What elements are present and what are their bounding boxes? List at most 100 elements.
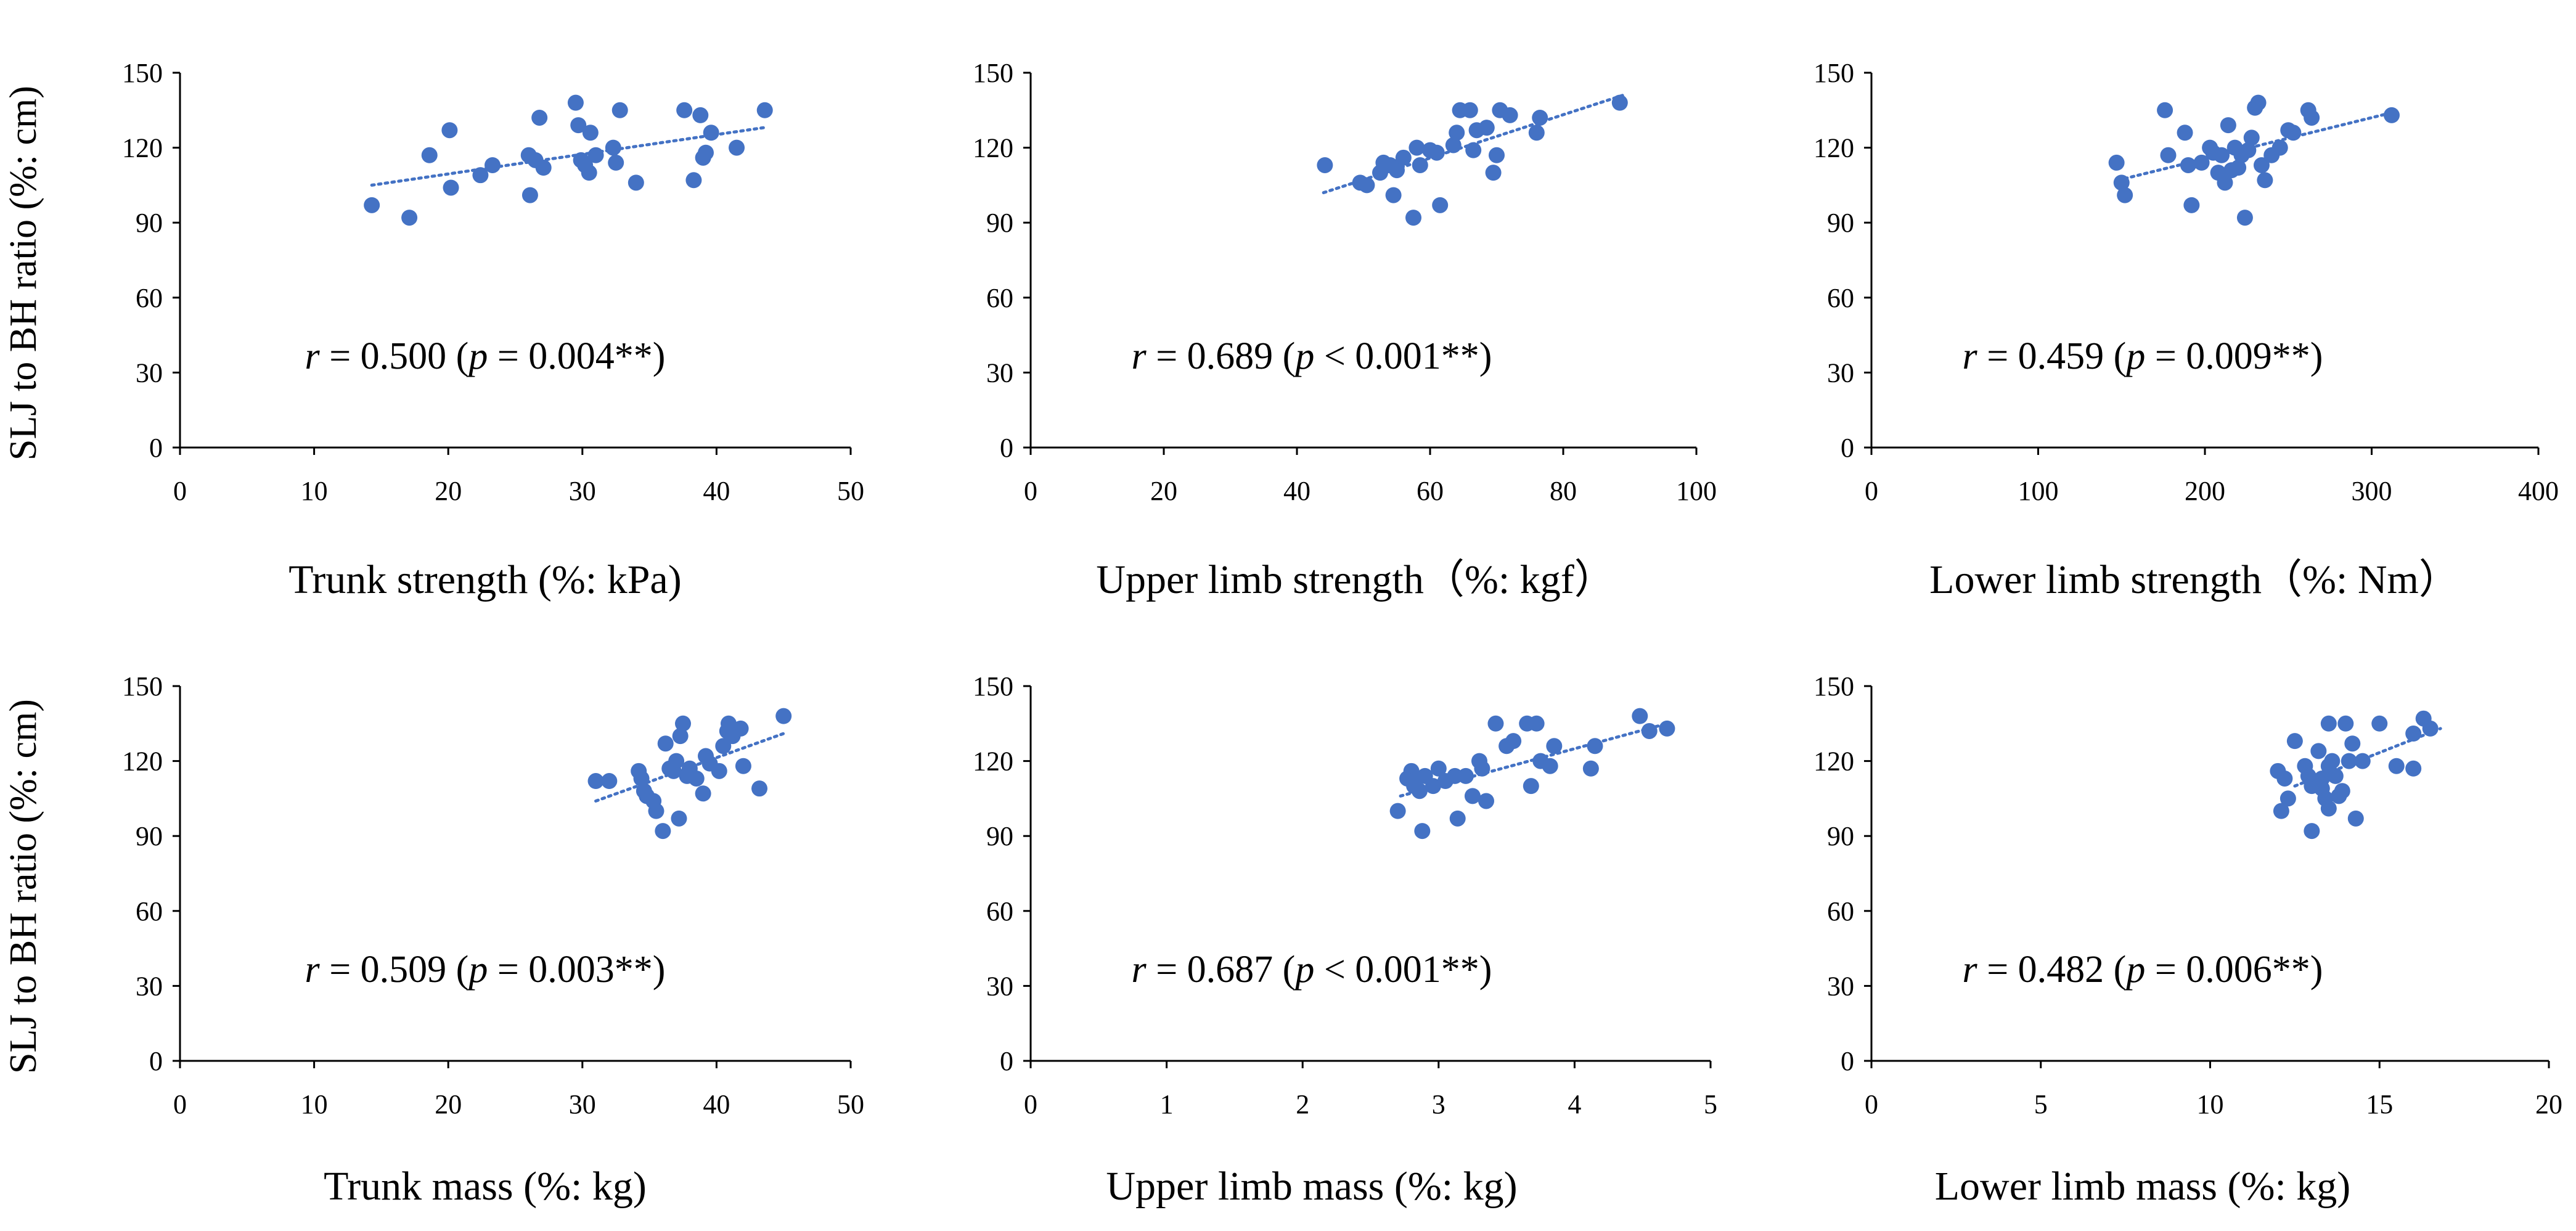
- data-point: [1632, 708, 1648, 724]
- data-point: [1465, 142, 1482, 158]
- x-tick-label: 30: [569, 1089, 596, 1119]
- data-point: [2337, 715, 2354, 732]
- panel-xlabel: Upper limb mass (%: kg): [1106, 1164, 1517, 1209]
- data-point: [2276, 770, 2293, 787]
- panel-lower-limb-strength: 0 30 60 90 120 150 0 100 200 300 400 Lower limb st…: [1813, 58, 2559, 602]
- x-tick-label: 0: [173, 476, 187, 506]
- data-point: [1478, 120, 1495, 136]
- panel-xlabel: Trunk mass (%: kg): [324, 1164, 647, 1209]
- data-point: [2160, 147, 2177, 163]
- data-point: [2304, 109, 2320, 126]
- x-tick-label: 10: [301, 1089, 328, 1119]
- data-point: [735, 758, 751, 774]
- data-point: [668, 753, 685, 769]
- row2-ylabel: SLJ to BH ratio (%: cm): [2, 699, 44, 1074]
- x-tick-label: 3: [1432, 1089, 1445, 1119]
- data-point: [421, 147, 438, 163]
- data-point: [732, 720, 749, 737]
- data-point: [1478, 793, 1495, 809]
- y-tick-label: 90: [136, 208, 163, 238]
- data-point: [692, 107, 709, 123]
- data-point: [1523, 778, 1539, 795]
- data-point: [1474, 760, 1490, 777]
- data-point: [2230, 160, 2247, 176]
- y-tick-label: 120: [122, 746, 163, 777]
- data-point: [672, 728, 689, 745]
- data-point: [2320, 715, 2337, 732]
- data-point: [2422, 720, 2439, 737]
- data-point: [1457, 767, 1474, 784]
- data-point: [1359, 177, 1375, 194]
- data-point: [720, 715, 737, 732]
- data-point: [443, 179, 459, 196]
- x-tick-label: 0: [1024, 476, 1037, 506]
- panel-stat-annotation: r = 0.459 (p = 0.009**): [1963, 335, 2323, 377]
- y-tick-label: 0: [149, 433, 163, 463]
- data-point: [1546, 738, 1563, 755]
- data-point: [676, 102, 693, 118]
- data-point: [2310, 743, 2327, 759]
- data-point: [1445, 137, 1462, 153]
- x-tick-label: 60: [1417, 476, 1444, 506]
- data-point: [685, 172, 702, 189]
- data-point: [703, 125, 719, 141]
- data-point: [1502, 107, 1518, 123]
- data-point: [1532, 109, 1548, 126]
- y-tick-label: 150: [122, 58, 163, 88]
- data-point: [2113, 174, 2130, 191]
- data-point: [2320, 800, 2337, 817]
- y-tick-label: 120: [1813, 133, 1854, 163]
- data-point: [1462, 102, 1478, 118]
- data-point: [2405, 760, 2422, 777]
- y-tick-label: 90: [1827, 821, 1854, 851]
- x-tick-label: 50: [837, 476, 864, 506]
- data-point: [2271, 139, 2288, 156]
- x-tick-label: 400: [2518, 476, 2559, 506]
- x-tick-label: 15: [2366, 1089, 2393, 1119]
- y-tick-label: 120: [1813, 746, 1854, 777]
- y-tick-label: 30: [986, 358, 1013, 388]
- y-tick-label: 120: [122, 133, 163, 163]
- data-point: [751, 780, 768, 797]
- x-tick-label: 10: [301, 476, 328, 506]
- y-tick-label: 150: [1813, 58, 1854, 88]
- data-point: [2250, 94, 2267, 111]
- data-point: [1464, 788, 1481, 804]
- data-point: [1389, 803, 1406, 819]
- data-point: [1528, 715, 1545, 732]
- data-point: [364, 197, 380, 213]
- data-point: [2220, 117, 2236, 134]
- y-tick-label: 90: [986, 208, 1013, 238]
- data-point: [1505, 733, 1522, 750]
- x-tick-label: 2: [1296, 1089, 1309, 1119]
- data-point: [1428, 144, 1445, 161]
- x-tick-label: 50: [837, 1089, 864, 1119]
- data-point: [2180, 157, 2196, 173]
- data-point: [1641, 722, 1658, 739]
- row1-ylabel: SLJ to BH ratio (%: cm): [2, 86, 44, 460]
- data-point: [601, 773, 618, 790]
- data-point: [485, 157, 501, 173]
- data-point: [2217, 174, 2233, 191]
- data-point: [633, 770, 650, 787]
- y-tick-label: 60: [1827, 283, 1854, 313]
- x-tick-label: 4: [1568, 1089, 1581, 1119]
- y-tick-label: 0: [1841, 433, 1854, 463]
- x-tick-label: 5: [1704, 1089, 1717, 1119]
- data-point: [2388, 758, 2405, 774]
- data-point: [2157, 102, 2173, 118]
- y-tick-label: 30: [1827, 358, 1854, 388]
- data-point: [587, 773, 604, 790]
- data-point: [655, 823, 671, 840]
- data-point: [688, 770, 705, 787]
- y-tick-label: 120: [973, 133, 1013, 163]
- data-point: [2344, 735, 2361, 752]
- x-tick-label: 0: [1865, 1089, 1878, 1119]
- x-tick-label: 80: [1550, 476, 1577, 506]
- data-point: [2253, 157, 2270, 173]
- data-point: [1411, 783, 1428, 800]
- data-point: [756, 102, 773, 118]
- data-point: [2327, 767, 2344, 784]
- x-tick-label: 40: [703, 1089, 730, 1119]
- data-point: [2286, 733, 2303, 750]
